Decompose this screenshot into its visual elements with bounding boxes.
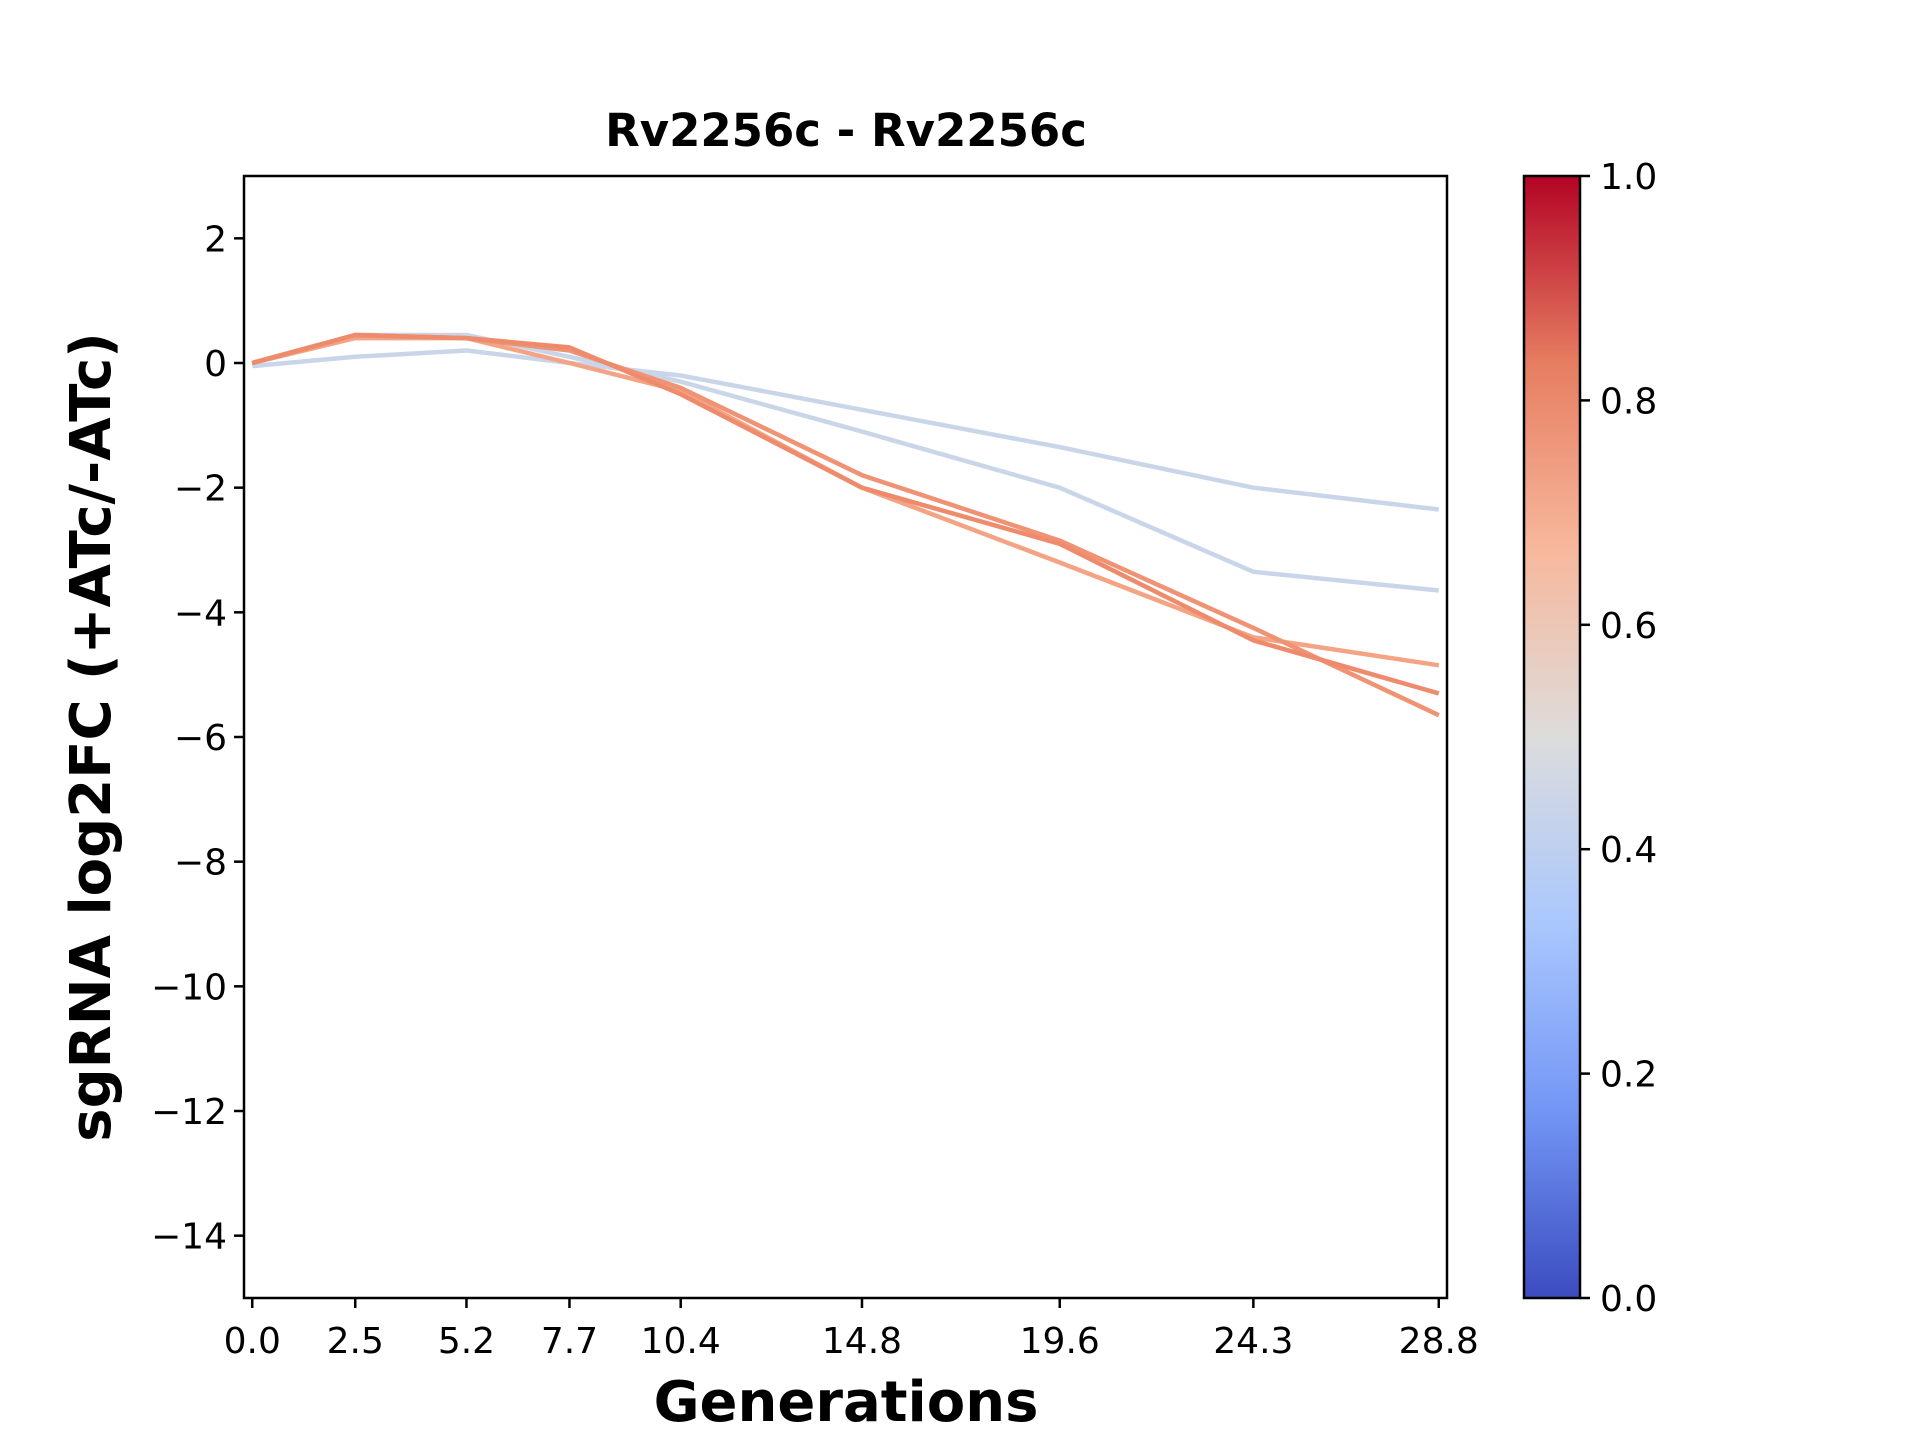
series-line-4 (251, 332, 1440, 718)
y-tick-label: 2 (204, 219, 227, 260)
y-tick-label: 0 (204, 344, 227, 385)
colorbar-gradient (1522, 174, 1582, 1300)
plot-frame (242, 174, 1449, 1300)
series-line-5 (251, 332, 1440, 696)
x-axis: 0.0 2.5 5.2 7.7 10.4 14.8 19.6 24.3 28.8 (224, 1298, 1479, 1362)
x-tick-label: 28.8 (1399, 1321, 1479, 1362)
colorbar-tick-label: 0.8 (1600, 381, 1657, 422)
x-tick-label: 7.7 (541, 1321, 598, 1362)
x-tick-label: 5.2 (438, 1321, 495, 1362)
colorbar-tick-label: 0.2 (1600, 1055, 1657, 1096)
series-line-2 (251, 332, 1440, 593)
y-tick-label: −12 (151, 1092, 227, 1133)
x-tick-label: 10.4 (641, 1321, 721, 1362)
y-axis: 2 0 −2 −4 −6 −8 −10 −12 −14 (151, 219, 244, 1258)
y-tick-label: −2 (174, 469, 227, 510)
y-tick-label: −10 (151, 967, 227, 1008)
chart-title: Rv2256c - Rv2256c (605, 104, 1087, 157)
x-axis-label: Generations (654, 1370, 1039, 1435)
y-axis-label: sgRNA log2FC (+ATc/-ATc) (59, 332, 124, 1142)
x-tick-label: 14.8 (822, 1321, 902, 1362)
series-lines (251, 332, 1440, 718)
x-tick-label: 24.3 (1213, 1321, 1293, 1362)
series-line-1 (251, 348, 1440, 512)
series-line-3 (251, 335, 1440, 668)
x-tick-label: 0.0 (224, 1321, 281, 1362)
colorbar: 0.0 0.2 0.4 0.6 0.8 1.0 (1522, 157, 1657, 1320)
y-tick-label: −4 (174, 593, 227, 634)
x-tick-label: 19.6 (1020, 1321, 1100, 1362)
y-tick-label: −8 (174, 843, 227, 884)
y-tick-label: −14 (151, 1217, 227, 1258)
x-tick-label: 2.5 (327, 1321, 384, 1362)
colorbar-ticks: 0.0 0.2 0.4 0.6 0.8 1.0 (1580, 157, 1657, 1320)
colorbar-tick-label: 0.6 (1600, 606, 1657, 647)
colorbar-tick-label: 1.0 (1600, 157, 1657, 198)
colorbar-tick-label: 0.0 (1600, 1279, 1657, 1320)
y-tick-label: −6 (174, 718, 227, 759)
colorbar-tick-label: 0.4 (1600, 830, 1657, 871)
